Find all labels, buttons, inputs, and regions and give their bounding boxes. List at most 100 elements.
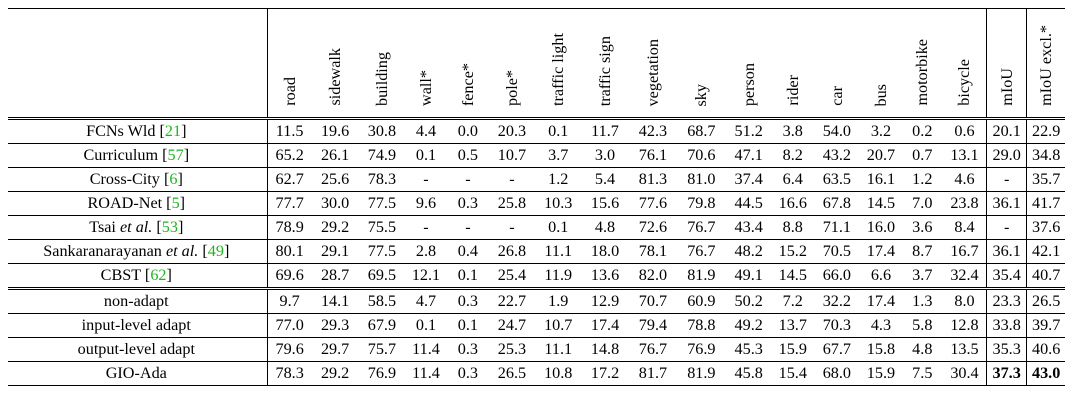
value-cell: 76.9 (358, 361, 406, 386)
method-name-post: ] (183, 146, 190, 164)
column-header: car (813, 8, 861, 120)
value-cell: 3.6 (901, 215, 943, 240)
column-header-label: rider (783, 75, 802, 106)
method-name-cell: Curriculum [57] (8, 143, 268, 168)
method-name-pre: Cross-City [ (89, 170, 170, 188)
value-cell: 29.0 (985, 143, 1027, 168)
column-header: traffic light (534, 8, 582, 120)
column-header-label: car (827, 86, 846, 106)
value-cell: 75.5 (358, 215, 406, 240)
value-cell: 0.1 (405, 143, 447, 168)
column-header: sky (677, 8, 726, 120)
value-cell: 45.8 (725, 361, 773, 386)
value-cell: 1.2 (534, 167, 582, 192)
value-cell: 0.0 (446, 118, 490, 144)
table-row: ROAD-Net [5] 77.7 30.0 77.5 9.6 0.3 25.8 10.3 15… (8, 191, 1065, 216)
value-cell: 16.0 (860, 215, 902, 240)
table-row: Sankaranarayanan et al. [49] 80.1 29.1 77.5… (8, 239, 1065, 264)
column-header-label: fence* (458, 62, 477, 106)
value-cell: 25.6 (311, 167, 359, 192)
value-cell: 14.1 (311, 288, 359, 314)
column-header: mIoU (985, 8, 1027, 120)
method-name-em: et al. (165, 242, 199, 260)
method-name-pre: input-level adapt (81, 316, 191, 334)
value-cell: - (446, 167, 490, 192)
column-header: vegetation (628, 8, 678, 120)
value-cell: - (489, 215, 535, 240)
table-row: output-level adapt 79.6 29.7 75.7 11.4 0.3 25.… (8, 337, 1065, 362)
value-cell: 77.0 (266, 313, 312, 338)
method-name-pre: non-adapt (103, 292, 169, 310)
value-cell: 9.7 (266, 288, 312, 314)
value-cell: 0.7 (901, 143, 943, 168)
value-cell: 71.1 (813, 215, 861, 240)
value-cell: 25.8 (489, 191, 535, 216)
value-cell: 5.4 (581, 167, 629, 192)
value-cell: 14.5 (772, 263, 814, 290)
value-cell: 48.2 (725, 239, 773, 264)
value-cell: 30.8 (358, 118, 406, 144)
method-name-pre: FCNs Wld [ (86, 122, 165, 140)
value-cell: 81.3 (628, 167, 678, 192)
method-name-cell: ROAD-Net [5] (8, 191, 268, 216)
value-cell: 69.6 (266, 263, 312, 290)
value-cell: 0.5 (446, 143, 490, 168)
value-cell: 40.6 (1026, 337, 1065, 362)
value-cell: 78.3 (266, 361, 312, 386)
value-cell: 11.1 (534, 337, 582, 362)
value-cell: 12.8 (942, 313, 987, 338)
table-row: Curriculum [57] 65.2 26.1 74.9 0.1 0.5 10.7 3.7… (8, 143, 1065, 168)
value-cell: 26.5 (1026, 288, 1065, 314)
value-cell: 62.7 (266, 167, 312, 192)
value-cell: 43.0 (1026, 361, 1065, 386)
value-cell: 2.8 (405, 239, 447, 264)
method-name-pre: GIO-Ada (105, 364, 167, 382)
value-cell: 3.8 (772, 118, 814, 144)
method-name-pre: CBST [ (100, 266, 151, 284)
value-cell: 13.7 (772, 313, 814, 338)
value-cell: 3.0 (581, 143, 629, 168)
value-cell: 25.3 (489, 337, 535, 362)
value-cell: 76.1 (628, 143, 678, 168)
method-name-pre: output-level adapt (77, 340, 195, 358)
method-name-pre2: [ (152, 218, 162, 236)
value-cell: 3.7 (534, 143, 582, 168)
column-header: traffic sign (581, 8, 629, 120)
value-cell: 0.1 (446, 263, 490, 290)
value-cell: 49.1 (725, 263, 773, 290)
value-cell: 16.1 (860, 167, 902, 192)
value-cell: 7.5 (901, 361, 943, 386)
value-cell: 36.1 (985, 239, 1027, 264)
value-cell: 15.9 (772, 337, 814, 362)
value-cell: 29.1 (311, 239, 359, 264)
table-row: GIO-Ada 78.3 29.2 76.9 11.4 0.3 26.5 10.8 17.2 81… (8, 361, 1065, 386)
value-cell: 9.6 (405, 191, 447, 216)
value-cell: 4.8 (901, 337, 943, 362)
column-header: bicycle (942, 8, 987, 120)
method-name-post: ] (166, 266, 172, 284)
column-header-label: wall* (416, 70, 435, 106)
table-body: FCNs Wld [21] 11.5 19.6 30.8 4.4 0.0 20.3 0.1 11… (8, 118, 1065, 386)
value-cell: 43.4 (725, 215, 773, 240)
column-header: fence* (446, 8, 490, 120)
value-cell: 66.0 (813, 263, 861, 290)
column-header-label: sky (692, 83, 711, 107)
value-cell: 8.4 (942, 215, 987, 240)
value-cell: 0.1 (534, 118, 582, 144)
value-cell: 0.2 (901, 118, 943, 144)
value-cell: 32.2 (813, 288, 861, 314)
header-method-cell (8, 8, 268, 120)
value-cell: 67.8 (813, 191, 861, 216)
method-name-ref: 49 (207, 242, 224, 260)
value-cell: 30.4 (942, 361, 987, 386)
method-name-cell: Sankaranarayanan et al. [49] (8, 239, 268, 264)
value-cell: 3.2 (860, 118, 902, 144)
value-cell: 11.9 (534, 263, 582, 290)
value-cell: 1.3 (901, 288, 943, 314)
value-cell: 81.9 (677, 361, 726, 386)
value-cell: 0.1 (446, 313, 490, 338)
column-header-label: mIoU (997, 68, 1016, 106)
column-header-label: vegetation (643, 38, 662, 106)
value-cell: 49.2 (725, 313, 773, 338)
column-header: motorbike (901, 8, 943, 120)
